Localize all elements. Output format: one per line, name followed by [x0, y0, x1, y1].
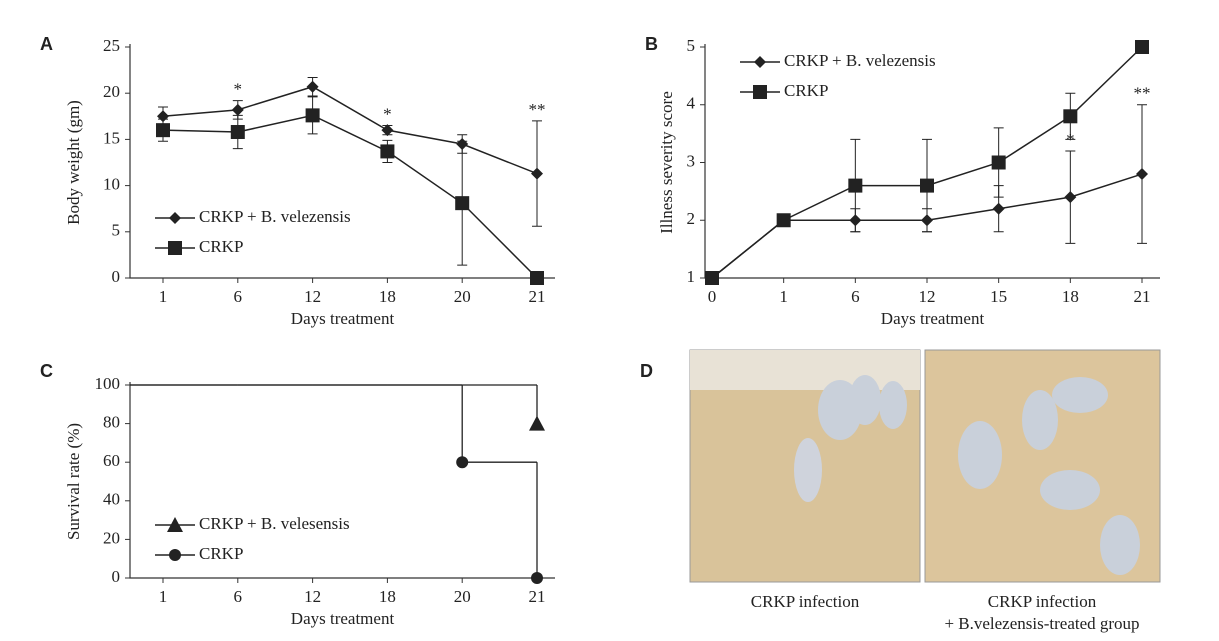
x-tick-label: 20 [454, 587, 471, 606]
y-tick-label: 25 [103, 36, 120, 55]
annotation: ** [529, 100, 546, 119]
caption: CRKP infection [988, 592, 1097, 611]
axis-line [129, 44, 555, 279]
marker [1136, 168, 1148, 181]
caption: + B.velezensis-treated group [944, 614, 1139, 633]
x-axis-title: Days treatment [291, 309, 395, 328]
y-tick-label: 20 [103, 82, 120, 101]
photo-right [924, 349, 1161, 583]
annotation: ** [1134, 84, 1151, 103]
marker [455, 196, 470, 211]
marker [776, 213, 791, 228]
legend-marker [168, 241, 182, 255]
x-tick-label: 1 [159, 587, 168, 606]
photo-left [689, 349, 921, 583]
legend-label: CRKP + B. velezensis [784, 51, 936, 70]
y-tick-label: 3 [687, 151, 696, 170]
x-tick-label: 15 [990, 287, 1007, 306]
axis-line [704, 44, 1160, 279]
marker [1135, 40, 1149, 54]
x-tick-label: 6 [234, 587, 243, 606]
annotation: * [234, 79, 243, 98]
legend-marker [169, 212, 181, 224]
x-tick-label: 0 [708, 287, 717, 306]
y-tick-label: 2 [687, 209, 696, 228]
marker [381, 124, 394, 137]
marker [529, 415, 545, 431]
marker [530, 271, 544, 285]
annotation: * [383, 104, 392, 123]
x-axis-title: Days treatment [291, 609, 395, 628]
marker [1064, 191, 1077, 204]
x-tick-label: 6 [234, 287, 243, 306]
x-tick-label: 18 [1062, 287, 1079, 306]
marker [231, 103, 244, 116]
x-tick-label: 1 [779, 287, 788, 306]
legend-marker [167, 517, 183, 532]
y-tick-label: 10 [103, 175, 120, 194]
y-tick-label: 5 [687, 36, 696, 55]
y-tick-label: 4 [687, 94, 696, 113]
x-tick-label: 20 [454, 287, 471, 306]
marker [156, 123, 170, 138]
y-tick-label: 0 [112, 267, 121, 286]
y-tick-label: 20 [103, 528, 120, 547]
legend-label: CRKP + B. velesensis [199, 514, 350, 533]
legend-marker [169, 549, 181, 561]
panel-label: D [640, 361, 653, 381]
marker [380, 144, 395, 159]
y-axis-title: Survival rate (%) [64, 423, 83, 540]
y-tick-label: 15 [103, 128, 120, 147]
marker [305, 108, 320, 123]
legend-label: CRKP [199, 544, 243, 563]
y-tick-label: 100 [95, 374, 121, 393]
panel-label: B [645, 34, 658, 54]
marker [705, 271, 719, 285]
marker [1063, 109, 1078, 124]
marker [306, 80, 319, 93]
y-tick-label: 60 [103, 451, 120, 470]
x-tick-label: 18 [379, 287, 396, 306]
x-tick-label: 18 [379, 587, 396, 606]
y-axis-title: Illness severity score [657, 91, 676, 234]
marker [531, 167, 543, 180]
y-tick-label: 5 [112, 221, 121, 240]
annotation: * [1066, 130, 1075, 149]
marker [848, 178, 863, 193]
marker [991, 155, 1006, 170]
panel-label: C [40, 361, 53, 381]
series-line [162, 85, 538, 175]
marker [230, 125, 245, 140]
x-tick-label: 21 [1134, 287, 1151, 306]
marker [920, 178, 934, 193]
legend-label: CRKP [199, 237, 243, 256]
series-line [162, 114, 538, 279]
panel-label: A [40, 34, 53, 54]
x-tick-label: 6 [851, 287, 860, 306]
legend-marker [753, 85, 767, 99]
y-tick-label: 1 [687, 267, 696, 286]
x-tick-label: 12 [304, 287, 321, 306]
y-tick-label: 40 [103, 490, 120, 509]
y-axis-title: Body weight (gm) [64, 100, 83, 225]
axis-line [129, 382, 555, 579]
x-tick-label: 21 [529, 587, 546, 606]
x-axis-title: Days treatment [881, 309, 985, 328]
y-tick-label: 80 [103, 413, 120, 432]
legend-marker [754, 56, 766, 68]
x-tick-label: 21 [529, 287, 546, 306]
legend-label: CRKP [784, 81, 828, 100]
x-tick-label: 12 [919, 287, 936, 306]
y-tick-label: 0 [112, 567, 121, 586]
caption: CRKP infection [751, 592, 860, 611]
marker [531, 572, 543, 584]
x-tick-label: 12 [304, 587, 321, 606]
x-tick-label: 1 [159, 287, 168, 306]
legend-label: CRKP + B. velezensis [199, 207, 351, 226]
marker [992, 202, 1005, 215]
